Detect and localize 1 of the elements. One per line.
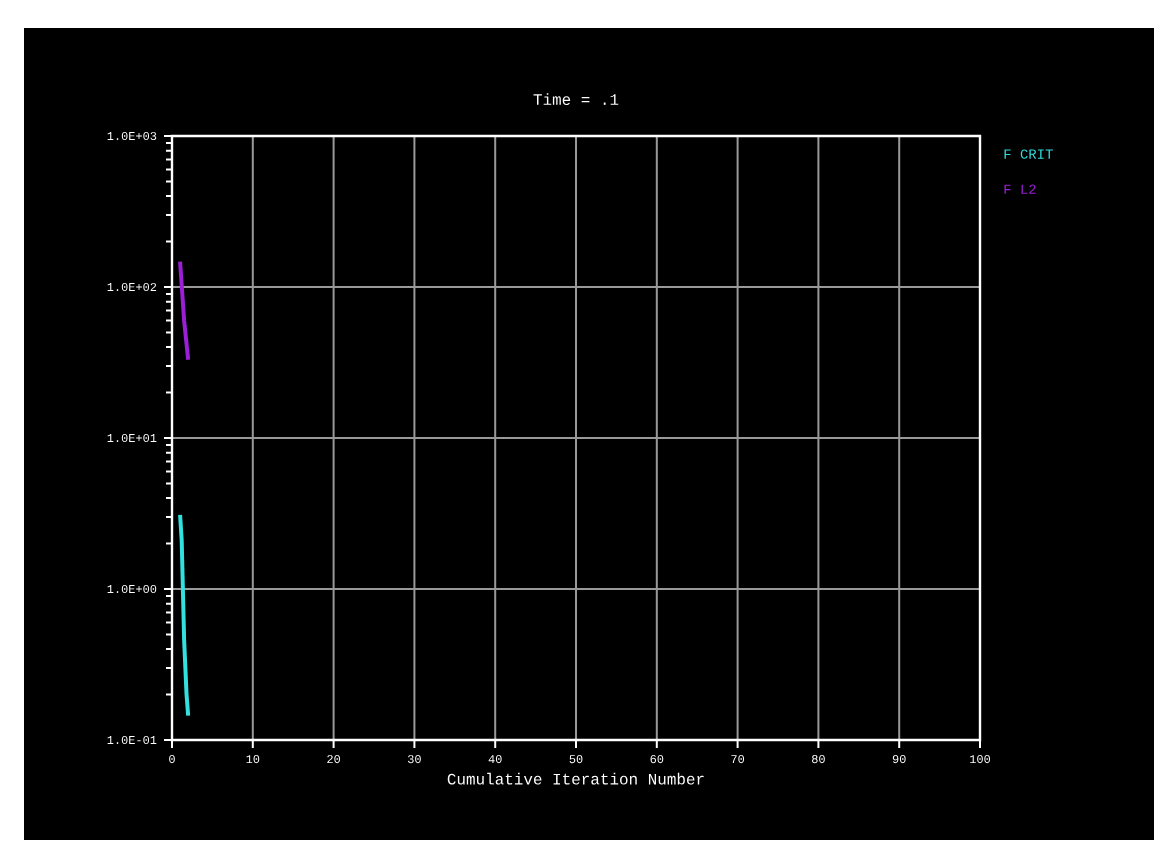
line-series — [178, 512, 191, 718]
